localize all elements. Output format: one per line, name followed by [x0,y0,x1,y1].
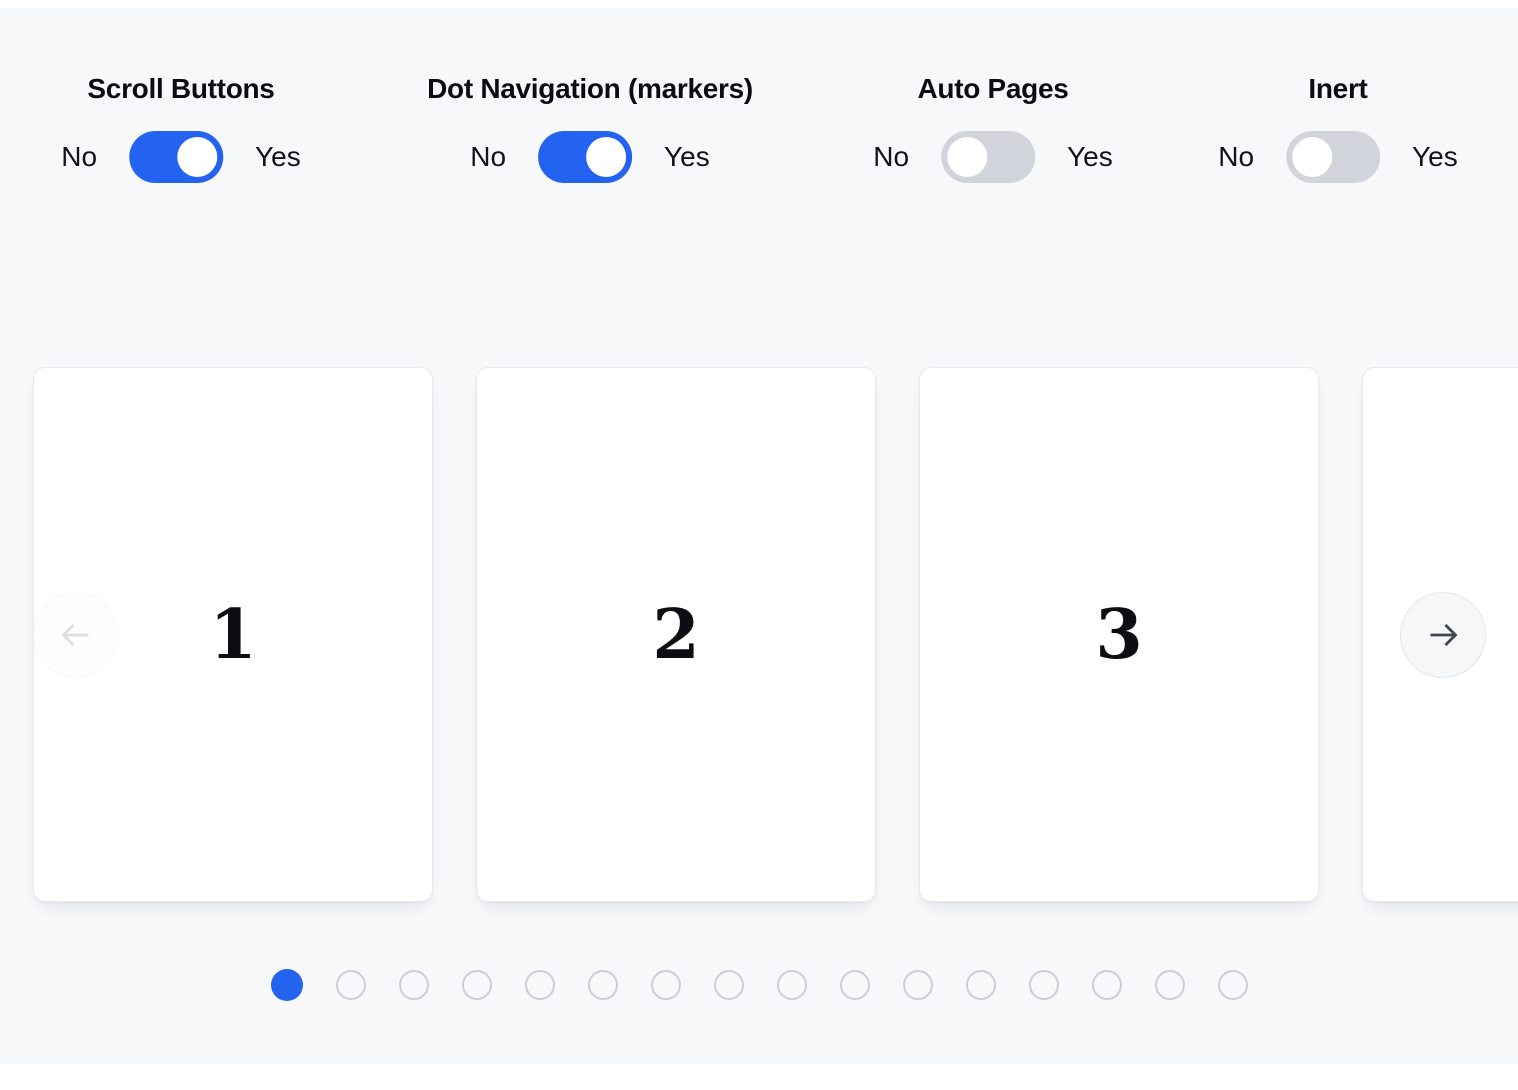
dot-marker[interactable] [839,970,870,1000]
control-label: Auto Pages [917,73,1069,104]
dot-marker[interactable] [776,970,807,1000]
carousel-slide-3[interactable]: 3 [919,367,1319,902]
toggle-yes-label: Yes [1067,141,1113,172]
scroll-prev-button[interactable] [33,591,119,678]
dot-marker[interactable] [713,970,744,1000]
toggle-knob [947,137,988,177]
toggle-yes-label: Yes [1412,141,1458,172]
toggle-yes-label: Yes [255,141,301,172]
carousel-settings-panel: Scroll Buttons No Yes Dot Navigation (ma… [0,72,1518,192]
dot-marker[interactable] [650,970,681,1000]
toggle-yes-label: Yes [664,141,710,172]
control-scroll-buttons: Scroll Buttons No Yes [61,72,301,183]
toggle-auto-pages[interactable] [941,131,1036,183]
toggle-row: No Yes [427,131,753,183]
toggle-knob [177,137,218,177]
dot-marker[interactable] [902,970,933,1000]
control-label: Dot Navigation (markers) [427,73,753,104]
slide-number: 1 [209,594,257,675]
dot-marker[interactable] [1217,970,1248,1000]
carousel-track[interactable]: 1 2 3 [0,367,1518,902]
toggle-row: No Yes [61,131,301,183]
control-label: Scroll Buttons [87,73,275,104]
page-top-edge [0,0,1518,8]
arrow-left-icon [56,615,96,655]
control-dot-navigation: Dot Navigation (markers) No Yes [427,72,753,183]
dot-marker-active[interactable] [270,969,303,1001]
control-auto-pages: Auto Pages No Yes [873,72,1113,183]
toggle-scroll-buttons[interactable] [129,131,224,183]
dot-marker[interactable] [335,970,366,1000]
toggle-no-label: No [470,141,507,172]
control-label: Inert [1308,73,1368,104]
toggle-no-label: No [1218,141,1255,172]
toggle-inert[interactable] [1286,131,1381,183]
dot-navigation [0,968,1518,1002]
dot-marker[interactable] [587,970,618,1000]
toggle-knob [1292,137,1333,177]
arrow-right-icon [1423,615,1463,655]
toggle-no-label: No [873,141,910,172]
control-inert: Inert No Yes [1218,72,1458,183]
slide-number: 2 [652,594,700,675]
dot-marker[interactable] [1091,970,1122,1000]
dot-marker[interactable] [1154,970,1185,1000]
dot-marker[interactable] [398,970,429,1000]
dot-marker[interactable] [965,970,996,1000]
dot-marker[interactable] [461,970,492,1000]
toggle-no-label: No [61,141,98,172]
toggle-row: No Yes [1218,131,1458,183]
dot-marker[interactable] [524,970,555,1000]
slide-number: 3 [1095,594,1143,675]
scroll-next-button[interactable] [1400,591,1486,678]
toggle-knob [586,137,627,177]
page-bottom-edge [0,1064,1518,1090]
dot-marker[interactable] [1028,970,1059,1000]
carousel: 1 2 3 [0,367,1518,902]
carousel-slide-2[interactable]: 2 [476,367,876,902]
toggle-row: No Yes [873,131,1113,183]
toggle-dot-navigation[interactable] [538,131,633,183]
